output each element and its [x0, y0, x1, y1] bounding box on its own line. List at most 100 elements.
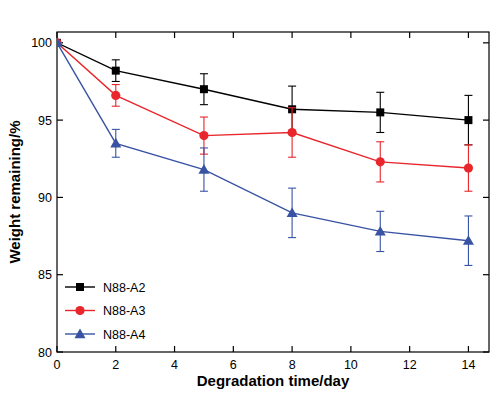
error-bar-cap [376, 251, 384, 252]
point [112, 67, 120, 75]
error-bar-cap [376, 211, 384, 212]
x-tick-top [350, 32, 351, 38]
y-tick-label: 95 [38, 114, 52, 128]
x-tick-label: 2 [112, 358, 119, 372]
y-tick-right [483, 274, 489, 275]
x-tick-top [233, 32, 234, 38]
x-tick-label: 4 [171, 358, 178, 372]
x-tick [292, 346, 293, 352]
x-tick-label: 14 [461, 358, 475, 372]
x-tick-label: 8 [289, 358, 296, 372]
y-tick-right [483, 197, 489, 198]
series-line [57, 43, 468, 120]
error-bar-cap [288, 107, 296, 108]
data-group [57, 37, 474, 265]
point [464, 116, 472, 124]
x-tick [174, 346, 175, 352]
error-bar-cap [288, 188, 296, 189]
y-tick [57, 351, 63, 352]
x-tick-label: 12 [403, 358, 417, 372]
series-line [57, 43, 468, 241]
x-tick [233, 346, 234, 352]
legend-marker [75, 329, 86, 339]
x-tick-top [115, 32, 116, 38]
point [198, 164, 209, 174]
x-tick [115, 346, 116, 352]
y-tick-right [483, 120, 489, 121]
error-bar [464, 145, 472, 191]
error-bar-cap [112, 84, 120, 85]
legend-marker [76, 283, 84, 291]
y-tick [57, 274, 63, 275]
x-tick-label: 6 [230, 358, 237, 372]
error-bar-cap [112, 106, 120, 107]
x-tick [468, 346, 469, 352]
series-line [57, 43, 468, 168]
error-bar-cap [200, 73, 208, 74]
error-bar-cap [112, 157, 120, 158]
point [57, 38, 62, 47]
point [464, 163, 473, 172]
error-bar [376, 142, 384, 182]
x-tick [350, 346, 351, 352]
legend-label: N88-A2 [103, 281, 145, 295]
error-bar-cap [464, 95, 472, 96]
y-tick [57, 197, 63, 198]
error-bar-cap [376, 141, 384, 142]
x-tick [56, 346, 57, 352]
error-bar [112, 85, 120, 107]
chart: 0246810121480859095100Degradation time/d… [0, 0, 500, 396]
error-bar [464, 95, 472, 144]
point [111, 91, 120, 100]
point [375, 226, 386, 236]
legend-label: N88-A3 [103, 304, 145, 318]
y-tick-label: 100 [31, 36, 52, 50]
error-bar-cap [112, 129, 120, 130]
y-tick-label: 80 [38, 346, 52, 360]
error-bar [288, 108, 296, 157]
error-bar-cap [464, 191, 472, 192]
error-bar-cap [112, 81, 120, 82]
error-bar-cap [200, 191, 208, 192]
y-tick [57, 120, 63, 121]
error-bar [112, 60, 120, 82]
legend: N88-A2 N88-A3 N88-A4 [65, 281, 145, 342]
point [376, 157, 385, 166]
error-bar-cap [464, 265, 472, 266]
point [463, 235, 474, 245]
point [376, 108, 384, 116]
error-bar [376, 92, 384, 132]
error-bar-cap [288, 86, 296, 87]
y-tick-label: 90 [38, 191, 52, 205]
legend-label: N88-A4 [103, 328, 145, 342]
error-bar-cap [112, 59, 120, 60]
point [57, 37, 63, 47]
point [110, 138, 121, 148]
error-bar-cap [464, 144, 472, 145]
error-bar-cap [200, 104, 208, 105]
x-tick-top [468, 32, 469, 38]
point [288, 128, 297, 137]
y-tick-label: 85 [38, 268, 52, 282]
x-tick-top [409, 32, 410, 38]
x-tick-top [174, 32, 175, 38]
y-axis-label: Weight remaining/% [6, 120, 23, 263]
y-tick-right [483, 42, 489, 43]
x-tick-top [292, 32, 293, 38]
error-bar-cap [288, 237, 296, 238]
x-tick-label: 10 [344, 358, 358, 372]
y-tick-right [483, 351, 489, 352]
point [287, 207, 298, 217]
error-bar-cap [200, 147, 208, 148]
x-tick-top [56, 32, 57, 38]
error-bar-cap [376, 181, 384, 182]
point [200, 85, 208, 93]
error-bar-cap [288, 157, 296, 158]
x-tick [409, 346, 410, 352]
error-bar [200, 74, 208, 105]
legend-marker [75, 306, 84, 315]
x-tick-label: 0 [54, 358, 61, 372]
error-bar-cap [376, 92, 384, 93]
error-bar-cap [200, 116, 208, 117]
plot-frame [57, 32, 489, 352]
